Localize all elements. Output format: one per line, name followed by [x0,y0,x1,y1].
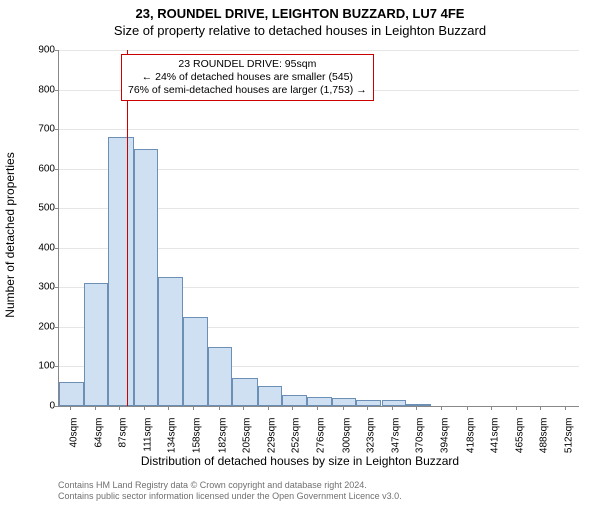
xtick-mark [193,406,194,410]
ytick-label: 700 [38,124,59,135]
annotation-line2: ← 24% of detached houses are smaller (54… [128,71,367,84]
xtick-label: 134sqm [167,418,178,454]
histogram-bar [382,400,406,406]
xtick-label: 229sqm [267,418,278,454]
xtick-mark [367,406,368,410]
xtick-mark [392,406,393,410]
xtick-label: 512sqm [564,418,575,454]
xtick-mark [292,406,293,410]
xtick-label: 182sqm [217,418,228,454]
xtick-mark [168,406,169,410]
xtick-label: 276sqm [316,418,327,454]
xtick-label: 418sqm [465,418,476,454]
footer-line2: Contains public sector information licen… [58,491,402,502]
xtick-label: 370sqm [415,418,426,454]
xtick-label: 252sqm [291,418,302,454]
footer-line1: Contains HM Land Registry data © Crown c… [58,480,402,491]
xtick-label: 111sqm [143,418,154,452]
footer-text: Contains HM Land Registry data © Crown c… [58,480,402,502]
xtick-label: 394sqm [440,418,451,454]
xtick-label: 64sqm [93,418,104,448]
xtick-mark [343,406,344,410]
xtick-mark [70,406,71,410]
ytick-label: 900 [38,45,59,56]
ytick-label: 0 [49,401,59,412]
xtick-label: 205sqm [241,418,252,454]
annotation-line1: 23 ROUNDEL DRIVE: 95sqm [128,58,367,71]
annotation-box: 23 ROUNDEL DRIVE: 95sqm ← 24% of detache… [121,54,374,101]
xtick-mark [119,406,120,410]
histogram-bar [208,347,232,406]
xtick-label: 87sqm [117,418,128,448]
xtick-mark [441,406,442,410]
histogram-bar [232,378,257,406]
xtick-label: 488sqm [539,418,550,454]
xtick-label: 158sqm [192,418,203,454]
xtick-mark [317,406,318,410]
histogram-bar [134,149,158,406]
xtick-label: 323sqm [365,418,376,454]
xtick-mark [219,406,220,410]
histogram-bar [332,398,356,406]
xtick-mark [95,406,96,410]
x-axis-label: Distribution of detached houses by size … [0,454,600,468]
xtick-mark [243,406,244,410]
histogram-bar [108,137,133,406]
histogram-bar [59,382,84,406]
marker-line [127,50,128,406]
plot-area: 23 ROUNDEL DRIVE: 95sqm ← 24% of detache… [58,50,579,407]
xtick-mark [268,406,269,410]
xtick-mark [491,406,492,410]
histogram-bar [158,277,183,406]
xtick-mark [540,406,541,410]
histogram-bar [282,395,307,406]
xtick-mark [467,406,468,410]
xtick-label: 441sqm [489,418,500,454]
ytick-label: 600 [38,163,59,174]
ytick-label: 500 [38,203,59,214]
xtick-label: 40sqm [68,418,79,448]
xtick-mark [565,406,566,410]
ytick-label: 100 [38,361,59,372]
ytick-label: 200 [38,321,59,332]
histogram-bar [258,386,282,406]
histogram-bar [307,397,332,406]
ytick-label: 800 [38,84,59,95]
xtick-label: 465sqm [514,418,525,454]
xtick-mark [516,406,517,410]
histogram-bar [356,400,381,406]
y-axis-label: Number of detached properties [3,152,17,317]
chart-title-line1: 23, ROUNDEL DRIVE, LEIGHTON BUZZARD, LU7… [0,6,600,21]
histogram-bar [183,317,208,406]
gridline [59,129,579,130]
annotation-line3: 76% of semi-detached houses are larger (… [128,84,367,97]
xtick-label: 300sqm [341,418,352,454]
histogram-bar [406,404,431,406]
xtick-mark [144,406,145,410]
xtick-label: 347sqm [391,418,402,454]
ytick-label: 400 [38,242,59,253]
histogram-bar [84,283,108,406]
gridline [59,50,579,51]
chart-title-line2: Size of property relative to detached ho… [0,23,600,38]
xtick-mark [416,406,417,410]
ytick-label: 300 [38,282,59,293]
